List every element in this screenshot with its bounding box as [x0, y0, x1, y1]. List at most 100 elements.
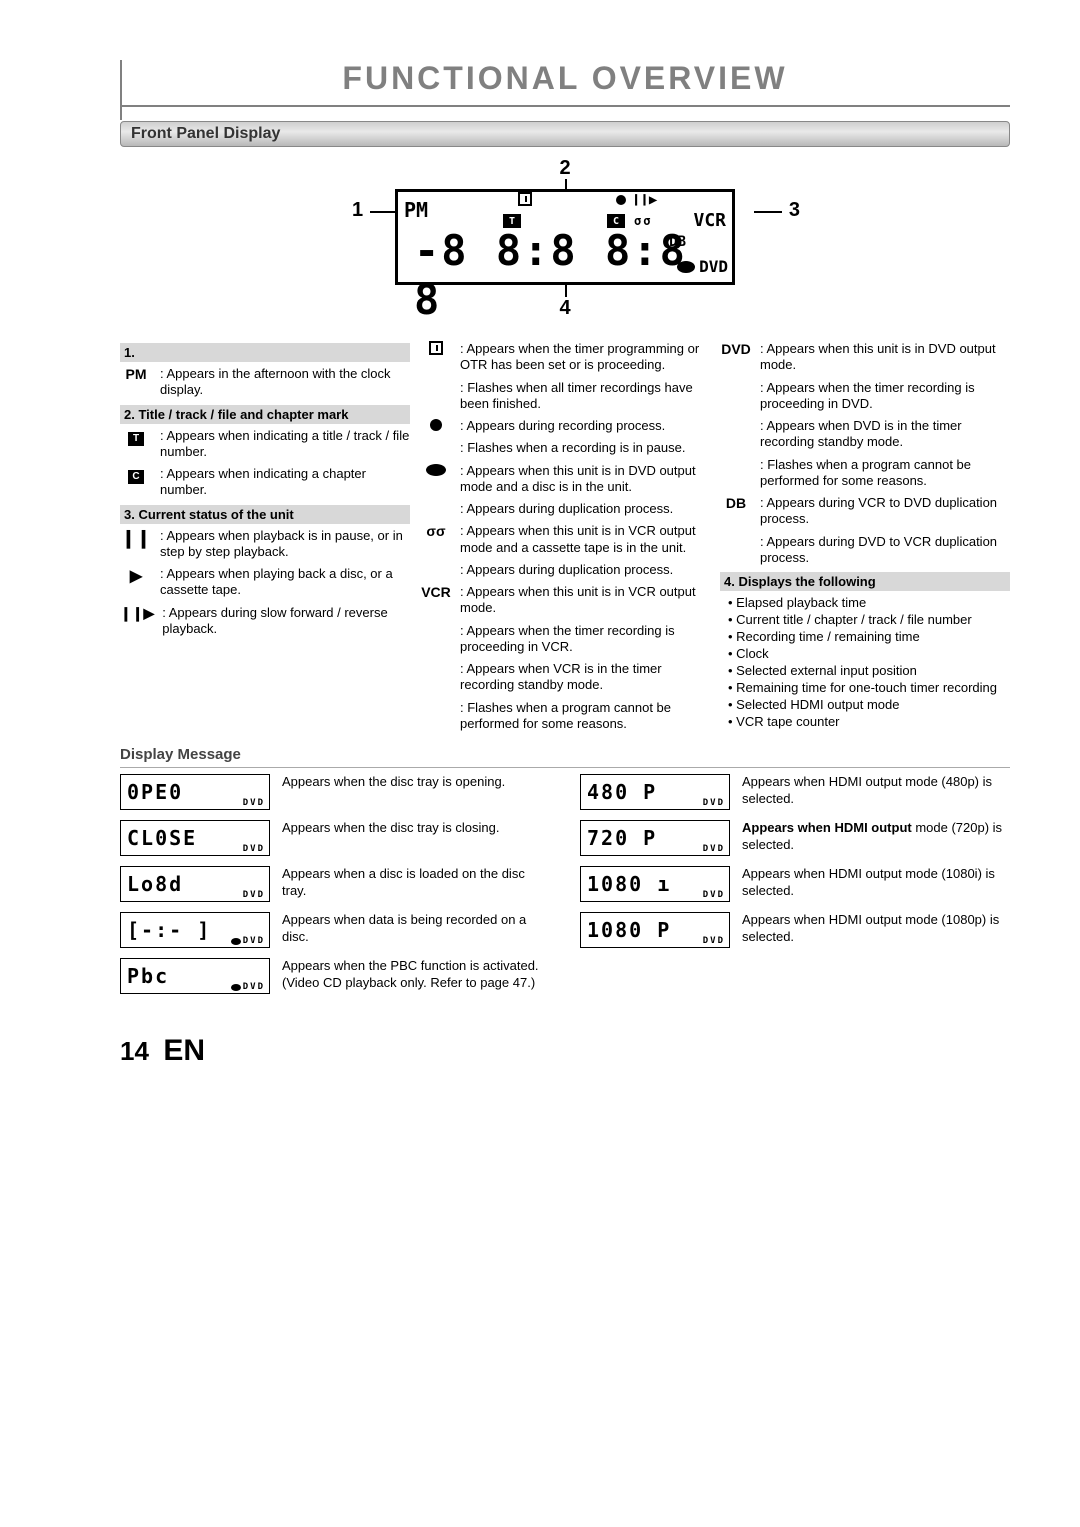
db-symbol: DB	[720, 495, 752, 511]
entry-tape: σσ Appears when this unit is in VCR outp…	[420, 523, 710, 556]
list-item: Elapsed playback time	[728, 595, 1010, 610]
rec-text-2: Flashes when a recording is in pause.	[460, 440, 710, 456]
display-message-description: Appears when HDMI output mode (1080i) is…	[742, 866, 1010, 900]
display-message-box: 0PE0DVD	[120, 774, 270, 810]
display-message-description: Appears when the PBC function is activat…	[282, 958, 550, 992]
list-item: Recording time / remaining time	[728, 629, 1010, 644]
pm-text: Appears in the afternoon with the clock …	[160, 366, 410, 399]
entry-dvd-3: Appears when DVD is in the timer recordi…	[760, 418, 1010, 451]
display-message-tag: DVD	[243, 890, 265, 900]
entry-vcr: VCR Appears when this unit is in VCR out…	[420, 584, 710, 617]
page-title: FUNCTIONAL OVERVIEW	[120, 60, 1010, 105]
pause-icon: ❙❙	[120, 528, 152, 549]
display-message-segment: 480 P	[587, 782, 657, 802]
definitions-col-1: 1. PM Appears in the afternoon with the …	[120, 339, 410, 738]
clock-text-2: Flashes when all timer recordings have b…	[460, 380, 710, 413]
entry-db-2: Appears during DVD to VCR duplication pr…	[760, 534, 1010, 567]
display-message-tag: DVD	[703, 798, 725, 808]
heading-4: 4. Displays the following	[720, 572, 1010, 591]
list-item: Clock	[728, 646, 1010, 661]
display-message-row: 480 P DVD Appears when HDMI output mode (4…	[580, 774, 1010, 810]
vcr-text-1: Appears when this unit is in VCR output …	[460, 584, 710, 617]
page-lang: EN	[163, 1034, 205, 1067]
entry-t: T Appears when indicating a title / trac…	[120, 428, 410, 461]
disc-icon	[677, 261, 695, 273]
dvd-text-3: Appears when DVD is in the timer recordi…	[760, 418, 1010, 451]
display-message-segment: CL0SE	[127, 828, 197, 848]
entry-slow: ❙❙▶ Appears during slow forward / revers…	[120, 605, 410, 638]
displays-following-list: Elapsed playback time Current title / ch…	[720, 595, 1010, 729]
entry-dvd: DVD Appears when this unit is in DVD out…	[720, 341, 1010, 374]
tape-text-1: Appears when this unit is in VCR output …	[460, 523, 710, 556]
display-message-col-right: 480 P DVD Appears when HDMI output mode (4…	[580, 774, 1010, 1004]
display-message-row: CL0SEDVDAppears when the disc tray is cl…	[120, 820, 550, 856]
dvd-text-4: Flashes when a program cannot be perform…	[760, 457, 1010, 490]
t-icon: T	[120, 428, 152, 446]
display-message-description: Appears when HDMI output mode (480p) is …	[742, 774, 1010, 808]
rec-icon	[420, 418, 452, 434]
vcr-text-3: Appears when VCR is in the timer recordi…	[460, 661, 710, 694]
disc-icon	[231, 984, 241, 991]
definitions-col-3: DVD Appears when this unit is in DVD out…	[720, 339, 1010, 738]
list-item: Selected HDMI output mode	[728, 697, 1010, 712]
list-item: Selected external input position	[728, 663, 1010, 678]
callout-2: 2	[559, 157, 570, 180]
display-message-tag: DVD	[703, 844, 725, 854]
vcr-text-2: Appears when the timer recording is proc…	[460, 623, 710, 656]
display-message-segment: Lo8d	[127, 874, 183, 894]
display-message-description: Appears when a disc is loaded on the dis…	[282, 866, 550, 900]
header-vertical-rule	[120, 60, 122, 120]
display-dvd-label: DVD	[699, 257, 728, 276]
tape-icon: σσ	[420, 523, 452, 539]
entry-dvd-2: Appears when the timer recording is proc…	[760, 380, 1010, 413]
display-message-row: 720 PDVD Appears when HDMI output mode (7…	[580, 820, 1010, 856]
play-icon: ▶	[120, 566, 152, 586]
c-text: Appears when indicating a chapter number…	[160, 466, 410, 499]
tape-text-2: Appears during duplication process.	[460, 562, 710, 578]
clock-icon	[420, 341, 452, 358]
list-item: VCR tape counter	[728, 714, 1010, 729]
title-rule	[120, 105, 1010, 107]
definitions-columns: 1. PM Appears in the afternoon with the …	[120, 339, 1010, 738]
display-panel: PM T C ❙❙▶ σσ VCR DB -8 8:8 8:8 8 DVD	[395, 189, 735, 285]
pause-text: Appears when playback is in pause, or in…	[160, 528, 410, 561]
display-message-box: 1080 PDVD	[580, 912, 730, 948]
disc-text-2: Appears during duplication process.	[460, 501, 710, 517]
heading-1: 1.	[120, 343, 410, 362]
display-message-row: PbcDVD Appears when the PBC function is a…	[120, 958, 550, 994]
section-front-panel-display: Front Panel Display	[120, 121, 1010, 147]
entry-clock: Appears when the timer programming or OT…	[420, 341, 710, 374]
dvd-symbol: DVD	[720, 341, 752, 357]
rec-text-1: Appears during recording process.	[460, 418, 710, 434]
display-message-row: 1080 ıDVDAppears when HDMI output mode (…	[580, 866, 1010, 902]
play-text: Appears when playing back a disc, or a c…	[160, 566, 410, 599]
display-message-description: Appears when HDMI output mode (720p) is …	[742, 820, 1010, 854]
t-text: Appears when indicating a title / track …	[160, 428, 410, 461]
entry-disc: Appears when this unit is in DVD output …	[420, 463, 710, 496]
display-message-box: 720 PDVD	[580, 820, 730, 856]
clock-text-1: Appears when the timer programming or OT…	[460, 341, 710, 374]
display-message-tag: DVD	[243, 844, 265, 854]
display-message-row: [-:- ]DVDAppears when data is being reco…	[120, 912, 550, 948]
display-message-description: Appears when data is being recorded on a…	[282, 912, 550, 946]
slow-text: Appears during slow forward / reverse pl…	[162, 605, 410, 638]
display-message-row: 0PE0DVD Appears when the disc tray is ope…	[120, 774, 550, 810]
display-message-box: Lo8d DVD	[120, 866, 270, 902]
dvd-text-2: Appears when the timer recording is proc…	[760, 380, 1010, 413]
display-message-box: 480 P DVD	[580, 774, 730, 810]
callout-3: 3	[789, 199, 800, 222]
display-message-col-left: 0PE0DVD Appears when the disc tray is ope…	[120, 774, 550, 1004]
display-clock-icon	[518, 192, 532, 209]
display-message-description: Appears when the disc tray is opening.	[282, 774, 550, 791]
display-message-box: PbcDVD	[120, 958, 270, 994]
display-dvd-row: DVD	[677, 257, 728, 276]
list-item: Current title / chapter / track / file n…	[728, 612, 1010, 627]
c-icon: C	[120, 466, 152, 484]
disc-icon	[420, 463, 452, 479]
entry-disc-2: Appears during duplication process.	[460, 501, 710, 517]
pm-symbol: PM	[120, 366, 152, 382]
display-message-box: CL0SE DVD	[120, 820, 270, 856]
entry-rec-2: Flashes when a recording is in pause.	[460, 440, 710, 456]
entry-rec: Appears during recording process.	[420, 418, 710, 434]
display-pm-indicator: PM	[404, 198, 428, 222]
